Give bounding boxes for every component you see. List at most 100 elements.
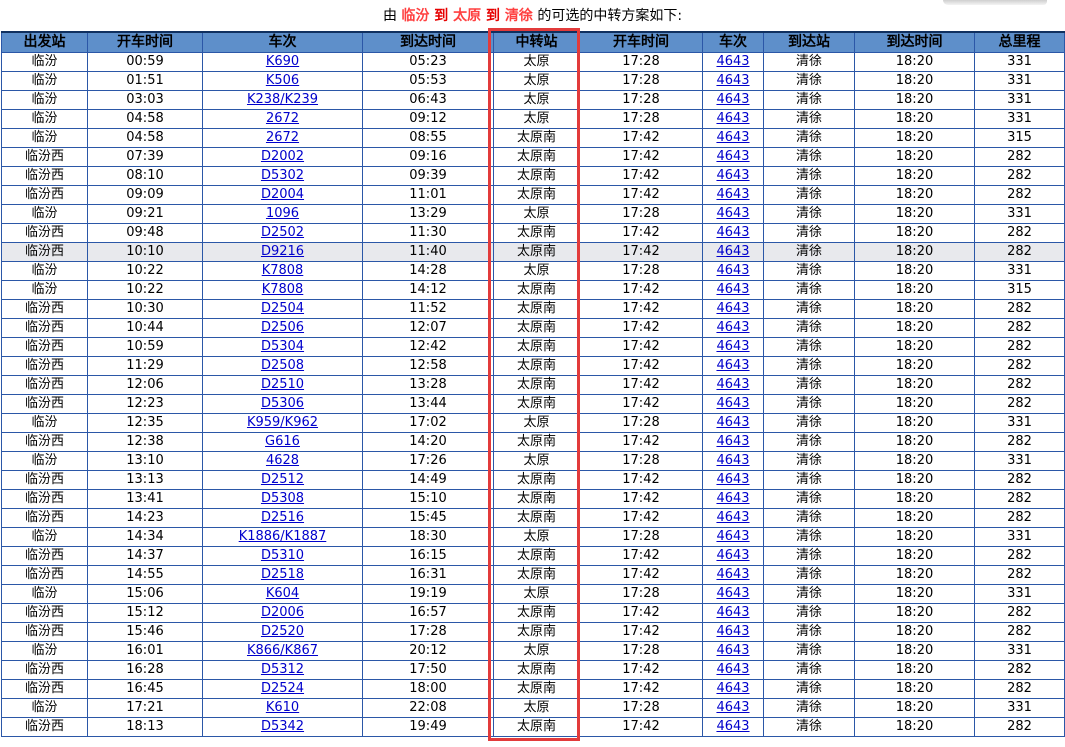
train-link[interactable]: 4643 [716,301,750,316]
train-link[interactable]: 4643 [716,624,750,639]
train-link[interactable]: 4643 [716,719,750,734]
table-row[interactable]: 临汾 14:34 K1886/K1887 18:30 太原 17:28 4643 清徐 18:2… [1,527,1065,547]
train-link[interactable]: D2524 [260,681,305,696]
table-row[interactable]: 临汾西 10:30 D2504 11:52 太原南 17:42 4643 清徐 18:20 282 [1,299,1065,319]
table-row[interactable]: 临汾西 12:23 D5306 13:44 太原南 17:42 4643 清徐 18:20 282 [1,394,1065,414]
train-link[interactable]: 4643 [716,377,750,392]
train-link[interactable]: D2512 [260,472,305,487]
train-link[interactable]: K866/K867 [246,643,319,658]
table-row[interactable]: 临汾西 12:06 D2510 13:28 太原南 17:42 4643 清徐 18:20 282 [1,375,1065,395]
table-row[interactable]: 临汾 01:51 K506 05:53 太原 17:28 4643 清徐 18:20 331 [1,71,1065,91]
train-link[interactable]: 4643 [716,282,750,297]
train-link[interactable]: K7808 [261,282,304,297]
table-row[interactable]: 临汾 03:03 K238/K239 06:43 太原 17:28 4643 清徐 18:20 3… [1,90,1065,110]
train-link[interactable]: 1096 [265,206,300,221]
train-link[interactable]: 4643 [716,320,750,335]
train-link[interactable]: D5310 [260,548,305,563]
train-link[interactable]: 4643 [716,662,750,677]
train-link[interactable]: 4643 [716,681,750,696]
table-row[interactable]: 临汾西 14:55 D2518 16:31 太原南 17:42 4643 清徐 18:20 282 [1,565,1065,585]
train-link[interactable]: K238/K239 [246,92,319,107]
train-link[interactable]: 2672 [265,130,300,145]
train-link[interactable]: D2510 [260,377,305,392]
train-link[interactable]: D9216 [260,244,305,259]
table-row[interactable]: 临汾 10:22 K7808 14:12 太原南 17:42 4643 清徐 18:20 315 [1,280,1065,300]
train-link[interactable]: D2516 [260,510,305,525]
table-row[interactable]: 临汾西 15:12 D2006 16:57 太原南 17:42 4643 清徐 18:20 282 [1,603,1065,623]
train-link[interactable]: 4643 [716,643,750,658]
train-link[interactable]: G616 [265,434,300,449]
table-row[interactable]: 临汾 04:58 2672 08:55 太原南 17:42 4643 清徐 18:20 315 [1,128,1065,148]
train-link[interactable]: D5308 [260,491,305,506]
train-link[interactable]: D2004 [260,187,305,202]
train-link[interactable]: 4643 [716,434,750,449]
train-link[interactable]: 4643 [716,92,750,107]
train-link[interactable]: 4643 [716,130,750,145]
train-link[interactable]: 4643 [716,567,750,582]
table-row[interactable]: 临汾西 10:44 D2506 12:07 太原南 17:42 4643 清徐 18:20 282 [1,318,1065,338]
train-link[interactable]: K690 [265,54,300,69]
train-link[interactable]: K604 [265,586,300,601]
table-row[interactable]: 临汾 13:10 4628 17:26 太原 17:28 4643 清徐 18:20 331 [1,451,1065,471]
train-link[interactable]: D2504 [260,301,305,316]
train-link[interactable]: 4643 [716,396,750,411]
table-row[interactable]: 临汾西 11:29 D2508 12:58 太原南 17:42 4643 清徐 18:20 282 [1,356,1065,376]
train-link[interactable]: 4643 [716,225,750,240]
train-link[interactable]: D5302 [260,168,305,183]
train-link[interactable]: 4628 [265,453,300,468]
train-link[interactable]: D2518 [260,567,305,582]
train-link[interactable]: 4643 [716,453,750,468]
train-link[interactable]: D5342 [260,719,305,734]
train-link[interactable]: 4643 [716,358,750,373]
train-link[interactable]: 4643 [716,700,750,715]
train-link[interactable]: D2006 [260,605,305,620]
train-link[interactable]: 4643 [716,54,750,69]
table-row[interactable]: 临汾西 14:37 D5310 16:15 太原南 17:42 4643 清徐 18:20 282 [1,546,1065,566]
train-link[interactable]: 2672 [265,111,300,126]
train-link[interactable]: K506 [265,73,300,88]
table-row[interactable]: 临汾西 10:59 D5304 12:42 太原南 17:42 4643 清徐 18:20 282 [1,337,1065,357]
table-row[interactable]: 临汾西 13:41 D5308 15:10 太原南 17:42 4643 清徐 18:20 282 [1,489,1065,509]
table-row[interactable]: 临汾 15:06 K604 19:19 太原 17:28 4643 清徐 18:20 331 [1,584,1065,604]
train-link[interactable]: K1886/K1887 [238,529,327,544]
table-row[interactable]: 临汾 17:21 K610 22:08 太原 17:28 4643 清徐 18:20 331 [1,698,1065,718]
train-link[interactable]: 4643 [716,149,750,164]
table-row[interactable]: 临汾西 16:45 D2524 18:00 太原南 17:42 4643 清徐 18:20 282 [1,679,1065,699]
table-row[interactable]: 临汾 09:21 1096 13:29 太原 17:28 4643 清徐 18:20 331 [1,204,1065,224]
table-row[interactable]: 临汾 10:22 K7808 14:28 太原 17:28 4643 清徐 18:20 331 [1,261,1065,281]
train-link[interactable]: D2502 [260,225,305,240]
table-row[interactable]: 临汾西 13:13 D2512 14:49 太原南 17:42 4643 清徐 18:20 282 [1,470,1065,490]
train-link[interactable]: D2508 [260,358,305,373]
train-link[interactable]: D2002 [260,149,305,164]
train-link[interactable]: K7808 [261,263,304,278]
table-row[interactable]: 临汾 12:35 K959/K962 17:02 太原 17:28 4643 清徐 18:20 3… [1,413,1065,433]
table-row[interactable]: 临汾 04:58 2672 09:12 太原 17:28 4643 清徐 18:20 331 [1,109,1065,129]
train-link[interactable]: 4643 [716,415,750,430]
table-row[interactable]: 临汾西 12:38 G616 14:20 太原南 17:42 4643 清徐 18:20 282 [1,432,1065,452]
train-link[interactable]: 4643 [716,510,750,525]
train-link[interactable]: K610 [265,700,300,715]
table-row[interactable]: 临汾西 18:13 D5342 19:49 太原南 17:42 4643 清徐 18:20 282 [1,717,1065,737]
train-link[interactable]: 4643 [716,73,750,88]
table-row[interactable]: 临汾 16:01 K866/K867 20:12 太原 17:28 4643 清徐 18:20 3… [1,641,1065,661]
table-row[interactable]: 临汾 00:59 K690 05:23 太原 17:28 4643 清徐 18:20 331 [1,52,1065,72]
train-link[interactable]: D5312 [260,662,305,677]
table-row[interactable]: 临汾西 09:48 D2502 11:30 太原南 17:42 4643 清徐 18:20 282 [1,223,1065,243]
train-link[interactable]: D2506 [260,320,305,335]
table-row[interactable]: 临汾西 16:28 D5312 17:50 太原南 17:42 4643 清徐 18:20 282 [1,660,1065,680]
train-link[interactable]: 4643 [716,263,750,278]
train-link[interactable]: D2520 [260,624,305,639]
train-link[interactable]: D5306 [260,396,305,411]
table-row[interactable]: 临汾西 14:23 D2516 15:45 太原南 17:42 4643 清徐 18:20 282 [1,508,1065,528]
table-row[interactable]: 临汾西 08:10 D5302 09:39 太原南 17:42 4643 清徐 18:20 282 [1,166,1065,186]
train-link[interactable]: 4643 [716,111,750,126]
table-row[interactable]: 临汾西 15:46 D2520 17:28 太原南 17:42 4643 清徐 18:20 282 [1,622,1065,642]
train-link[interactable]: D5304 [260,339,305,354]
train-link[interactable]: 4643 [716,586,750,601]
train-link[interactable]: 4643 [716,339,750,354]
train-link[interactable]: 4643 [716,529,750,544]
train-link[interactable]: 4643 [716,244,750,259]
train-link[interactable]: 4643 [716,605,750,620]
table-row[interactable]: 临汾西 10:10 D9216 11:40 太原南 17:42 4643 清徐 18:20 282 [1,242,1065,262]
table-row[interactable]: 临汾西 09:09 D2004 11:01 太原南 17:42 4643 清徐 18:20 282 [1,185,1065,205]
